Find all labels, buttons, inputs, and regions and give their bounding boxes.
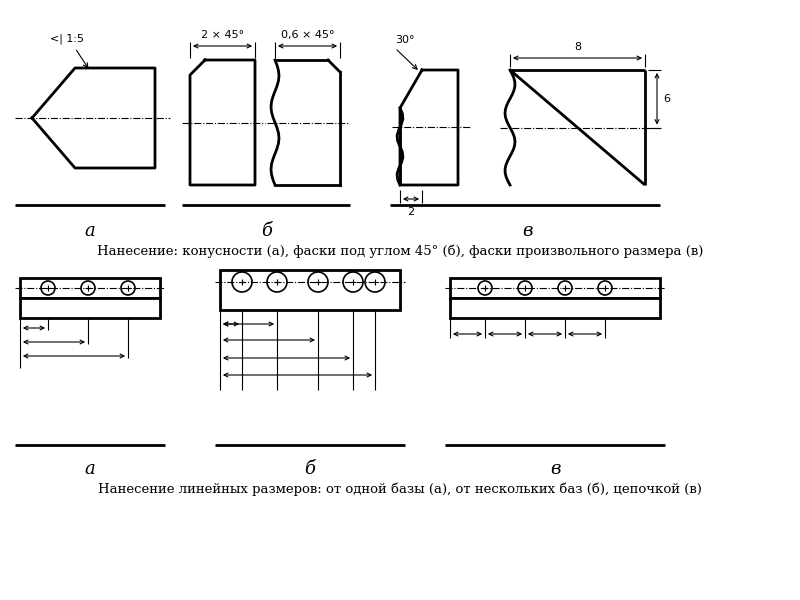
Bar — [20, 298, 160, 318]
Text: Нанесение: конусности (а), фаски под углом 45° (б), фаски произвольного размера : Нанесение: конусности (а), фаски под угл… — [97, 244, 703, 257]
Bar — [450, 278, 660, 298]
Text: 8: 8 — [574, 42, 581, 52]
Text: в: в — [522, 222, 532, 240]
Text: б: б — [262, 222, 273, 240]
Text: 6: 6 — [663, 94, 670, 104]
Text: а: а — [85, 460, 95, 478]
Text: 2 × 45°: 2 × 45° — [201, 30, 244, 40]
Text: 0,6 × 45°: 0,6 × 45° — [281, 30, 334, 40]
Bar — [220, 270, 400, 310]
Text: Нанесение линейных размеров: от одной базы (а), от нескольких баз (б), цепочкой : Нанесение линейных размеров: от одной ба… — [98, 482, 702, 496]
Text: в: в — [550, 460, 560, 478]
Bar — [20, 278, 160, 298]
Text: а: а — [85, 222, 95, 240]
Text: <| 1:5: <| 1:5 — [50, 34, 84, 44]
Bar — [450, 298, 660, 318]
Text: б: б — [305, 460, 315, 478]
Text: 30°: 30° — [395, 35, 414, 45]
Text: 2: 2 — [407, 207, 414, 217]
